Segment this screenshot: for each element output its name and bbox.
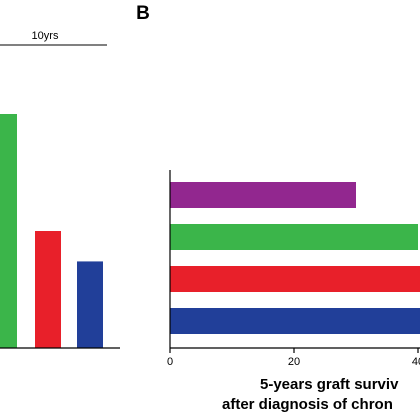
bar: [0, 114, 17, 348]
x-tick-label: 20: [288, 356, 300, 368]
bar: [170, 266, 420, 292]
axis-title: 5-years graft surviv: [260, 376, 399, 393]
panel-label: B: [136, 3, 150, 24]
x-tick-label: 0: [167, 356, 173, 368]
bar: [170, 224, 418, 250]
x-tick-label: 40: [412, 356, 420, 368]
bar: [170, 182, 356, 208]
bar: [35, 231, 61, 348]
bar: [77, 261, 103, 348]
annotation: 10yrs: [32, 30, 59, 42]
axis-title: after diagnosis of chron: [222, 396, 393, 413]
bar: [170, 308, 420, 334]
